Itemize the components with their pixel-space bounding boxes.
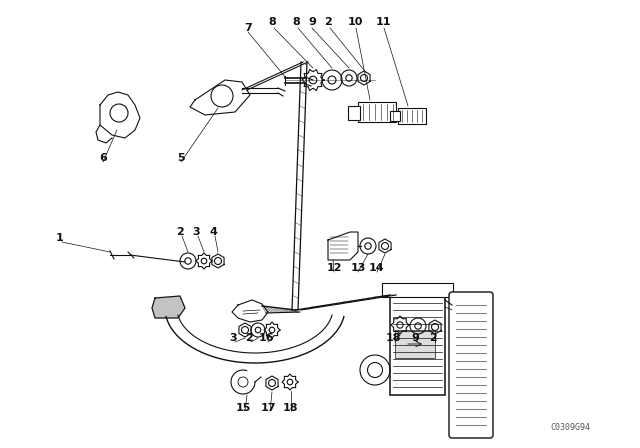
Text: 2: 2 (176, 227, 184, 237)
Bar (390, 295, 445, 395)
Text: 2: 2 (245, 333, 253, 343)
Text: 18: 18 (385, 333, 401, 343)
Text: 5: 5 (177, 153, 185, 163)
Text: 16: 16 (258, 333, 274, 343)
Text: 4: 4 (209, 227, 217, 237)
Text: 3: 3 (229, 333, 237, 343)
Text: 18: 18 (282, 403, 298, 413)
Text: 9: 9 (308, 17, 316, 27)
Bar (382, 283, 453, 297)
Text: 12: 12 (326, 263, 342, 273)
Text: 1: 1 (56, 233, 64, 243)
Text: 7: 7 (244, 23, 252, 33)
Bar (398, 108, 426, 124)
Text: 8: 8 (292, 17, 300, 27)
Bar (390, 111, 400, 121)
Text: 11: 11 (375, 17, 391, 27)
Text: 2: 2 (324, 17, 332, 27)
Text: 9: 9 (411, 333, 419, 343)
Text: 15: 15 (236, 403, 251, 413)
Text: 2: 2 (429, 333, 437, 343)
FancyBboxPatch shape (449, 292, 493, 438)
Text: 10: 10 (348, 17, 363, 27)
Text: 3: 3 (192, 227, 200, 237)
Text: 14: 14 (368, 263, 384, 273)
Bar (358, 102, 396, 122)
Bar (395, 330, 435, 358)
Polygon shape (152, 296, 185, 318)
Bar (348, 106, 360, 120)
Bar (360, 355, 390, 385)
Text: 8: 8 (268, 17, 276, 27)
Text: C0309G94: C0309G94 (550, 423, 590, 432)
Text: 17: 17 (260, 403, 276, 413)
Text: 6: 6 (99, 153, 107, 163)
Text: 13: 13 (350, 263, 365, 273)
